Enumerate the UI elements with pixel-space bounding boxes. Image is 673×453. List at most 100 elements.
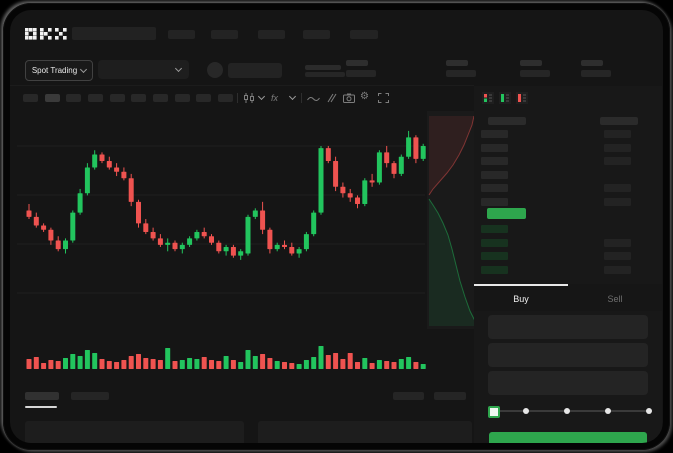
logo-adjacent-placeholder	[72, 27, 156, 40]
stat-2-value	[446, 70, 476, 77]
last-price-placeholder	[305, 65, 341, 70]
timeframe-5[interactable]	[110, 94, 125, 102]
market-type-label: Spot Trading	[31, 66, 78, 75]
timeframe-4[interactable]	[88, 94, 103, 102]
stat-4-value	[581, 70, 611, 77]
price-size-bar	[481, 265, 508, 274]
nav-item-1[interactable]	[168, 30, 195, 39]
orderbook-row[interactable]	[474, 130, 662, 138]
indicators-fx-icon[interactable]: fx	[271, 93, 279, 103]
percent-slider-track[interactable]	[492, 410, 650, 412]
percent-slider-handle[interactable]	[488, 406, 500, 418]
okx-logo	[25, 28, 67, 40]
toolbar-separator	[301, 93, 302, 103]
price-size-bar	[481, 157, 508, 165]
compare-icon[interactable]	[326, 93, 337, 103]
stat-1-value	[346, 70, 376, 77]
orderbook-row[interactable]	[474, 184, 662, 192]
cumulative-bar	[604, 238, 631, 247]
price-size-bar	[481, 252, 508, 260]
market-type-selector[interactable]: Spot Trading	[25, 60, 93, 81]
device-frame: Spot Trading fx ⚙	[3, 3, 670, 450]
orderbook-col-header-right	[600, 117, 638, 125]
price-change-placeholder	[305, 72, 345, 77]
nav-item-3[interactable]	[258, 30, 285, 39]
stat-2-label	[446, 60, 468, 66]
line-style-icon[interactable]	[307, 95, 320, 102]
timeframe-2-active[interactable]	[45, 94, 60, 102]
book-bids-icon[interactable]	[499, 92, 511, 104]
cumulative-bar	[604, 252, 631, 260]
chart-type-chevron-icon[interactable]	[257, 92, 266, 101]
book-combined-icon[interactable]	[482, 92, 494, 104]
stat-3-value	[520, 70, 550, 77]
orderbook-last-price[interactable]	[487, 208, 526, 219]
orderbook-bids[interactable]	[474, 225, 662, 281]
price-size-bar	[481, 130, 508, 138]
total-input[interactable]	[488, 371, 648, 395]
orderbook-row[interactable]	[474, 265, 662, 274]
bottom-tab-1-active[interactable]	[25, 392, 59, 400]
candlestick-type-icon[interactable]	[243, 93, 255, 103]
orderbook-asks[interactable]	[474, 130, 662, 220]
orderbook-row[interactable]	[474, 225, 662, 233]
orderbook-row[interactable]	[474, 252, 662, 260]
bottom-tab-2[interactable]	[71, 392, 109, 400]
app-window: Spot Trading fx ⚙	[10, 10, 663, 443]
pair-dropdown[interactable]	[98, 60, 189, 79]
timeframe-9[interactable]	[196, 94, 211, 102]
price-size-bar	[481, 170, 508, 179]
settings-gear-icon[interactable]: ⚙	[360, 91, 369, 102]
price-size-bar	[481, 184, 508, 192]
price-input[interactable]	[488, 315, 648, 339]
stat-1-label	[346, 60, 368, 66]
price-size-bar	[481, 197, 508, 206]
submit-buy-button[interactable]	[489, 432, 647, 443]
timeframe-1[interactable]	[23, 94, 38, 102]
slider-stop-75[interactable]	[605, 408, 611, 414]
slider-stop-50[interactable]	[564, 408, 570, 414]
book-asks-icon[interactable]	[516, 92, 528, 104]
cumulative-bar	[604, 265, 631, 274]
tab-buy[interactable]: Buy	[474, 284, 568, 311]
chevron-down-icon	[80, 65, 88, 74]
orderbook-layout-switcher	[482, 92, 542, 104]
camera-snapshot-icon[interactable]	[343, 93, 355, 103]
timeframe-3[interactable]	[66, 94, 81, 102]
orderbook-col-header-left	[488, 117, 526, 125]
bottom-action-1[interactable]	[393, 392, 424, 400]
timeframe-10[interactable]	[218, 94, 233, 102]
cumulative-bar	[604, 157, 631, 165]
tab-sell-label: Sell	[607, 293, 623, 304]
orderbook-row[interactable]	[474, 238, 662, 247]
nav-item-5[interactable]	[350, 30, 378, 39]
price-chart[interactable]	[17, 109, 485, 375]
timeframe-8[interactable]	[175, 94, 190, 102]
slider-stop-25[interactable]	[523, 408, 529, 414]
cumulative-bar	[604, 197, 631, 206]
indicators-chevron-icon[interactable]	[288, 92, 297, 101]
orderbook-row[interactable]	[474, 143, 662, 152]
nav-item-4[interactable]	[303, 30, 330, 39]
timeframe-7[interactable]	[153, 94, 168, 102]
pair-name-placeholder	[228, 63, 282, 78]
amount-input[interactable]	[488, 343, 648, 367]
price-size-bar	[481, 143, 508, 152]
slider-stop-100[interactable]	[646, 408, 652, 414]
bottom-action-2[interactable]	[434, 392, 466, 400]
orderbook-row[interactable]	[474, 157, 662, 165]
orderbook-row[interactable]	[474, 170, 662, 179]
stat-3-label	[520, 60, 542, 66]
tab-sell[interactable]: Sell	[568, 284, 662, 311]
orderbook-row[interactable]	[474, 197, 662, 206]
orders-panel-left	[25, 421, 244, 443]
stat-4-label	[581, 60, 603, 66]
timeframe-6[interactable]	[131, 94, 146, 102]
tab-buy-label: Buy	[513, 293, 529, 304]
fullscreen-icon[interactable]	[378, 93, 389, 103]
orders-panel-right	[258, 421, 472, 443]
cumulative-bar	[604, 184, 631, 192]
cumulative-bar	[604, 130, 631, 138]
nav-item-2[interactable]	[211, 30, 238, 39]
pair-logo-avatar	[207, 62, 223, 78]
